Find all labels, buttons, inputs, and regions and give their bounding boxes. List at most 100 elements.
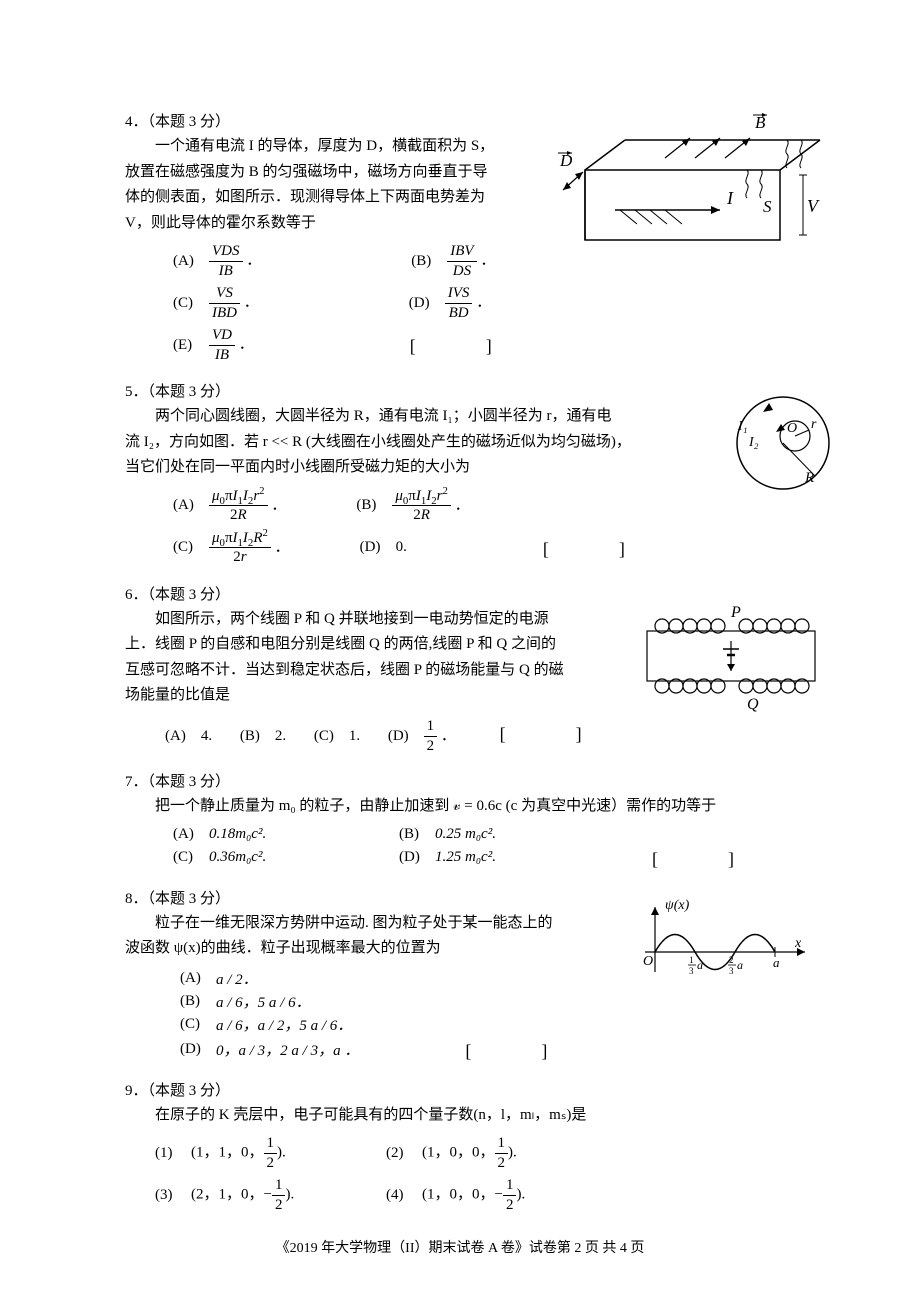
q5-stem: 两个同心圆线圈，大圆半径为 R，通有电流 I₁；小圆半径为 r，通有电 流 I₂… [125, 404, 645, 481]
q4-line3: 体的侧表面，如图所示．现测得导体上下两面电势差为 [125, 185, 515, 211]
q8-fig-psi: ψ(x) [665, 898, 690, 913]
q8-a-label: (A) [180, 970, 216, 987]
q8-fig-a: a [773, 955, 780, 970]
q8-stem: 粒子在一维无限深方势阱中运动. 图为粒子处于某一能态上的 波函数 ψ(x)的曲线… [125, 911, 585, 962]
q7-d: 1.25 m₀c². [435, 849, 496, 866]
question-8: 8．（本题 3 分） 粒子在一维无限深方势阱中运动. 图为粒子处于某一能态上的 … [125, 887, 795, 1063]
q5-fig-r: r [811, 417, 817, 432]
q6-c: (C) 1. [314, 728, 360, 744]
q5-b-label: (B) [356, 497, 392, 514]
q5-fig-R: R [804, 470, 814, 486]
q4-fig-I: I [726, 188, 734, 208]
q8-c: a / 6，a / 2，5 a / 6． [216, 1014, 352, 1035]
q5-line3: 当它们处在同一平面内时小线圈所受磁力矩的大小为 [125, 455, 645, 481]
q8-fig-O: O [643, 954, 653, 969]
q4-figure: B D I S V [545, 110, 825, 275]
q5-options: (A) μ0πI1I2r22R ． (B) μ0πI1I2r22R ． (C) … [125, 487, 795, 567]
q7-options: (A) 0.18m₀c². (B) 0.25 m₀c². (C) 0.36m₀c… [125, 826, 795, 871]
q4-opt-b-label: (B) [411, 253, 447, 270]
q8-d-label: (D) [180, 1041, 216, 1058]
q8-fig-x: x [794, 936, 802, 951]
q7-b-label: (B) [399, 826, 435, 843]
q5-a-label: (A) [173, 497, 209, 514]
q5-header: 5．（本题 3 分） [125, 380, 795, 404]
q6-answer-bracket[interactable]: [ ] [494, 715, 608, 755]
q4-c-num: VS [209, 285, 240, 304]
q4-svg: B D I S V [545, 110, 825, 270]
q5-d-text: 0. [396, 539, 407, 556]
question-6: 6．（本题 3 分） 如图所示，两个线圈 P 和 Q 并联地接到一电动势恒定的电… [125, 583, 795, 755]
q7-line1: 把一个静止质量为 m₀ 的粒子，由静止加速到 𝓋 = 0.6c (c 为真空中光… [125, 794, 795, 820]
q6-fig-Q: Q [747, 696, 759, 713]
q5-fig-I2: I₂ [748, 435, 759, 450]
q4-fig-D: D [559, 151, 573, 170]
q4-c-den: IBD [209, 304, 240, 322]
q6-options: (A) 4. (B) 2. (C) 1. (D) 12 ． [ ] [125, 715, 795, 755]
q4-opt-d-label: (D) [409, 295, 445, 312]
q8-c-label: (C) [180, 1016, 216, 1033]
q4-opt-e-label: (E) [173, 337, 209, 354]
q6-svg: P Q [637, 599, 827, 714]
q4-b-den: DS [447, 262, 476, 280]
q5-line1: 两个同心圆线圈，大圆半径为 R，通有电流 I₁；小圆半径为 r，通有电 [125, 404, 645, 430]
q7-c: 0.36m₀c². [209, 849, 379, 866]
q6-stem: 如图所示，两个线圈 P 和 Q 并联地接到一电动势恒定的电源 上．线圈 P 的自… [125, 607, 585, 709]
q6-line4: 场能量的比值是 [125, 683, 585, 709]
svg-text:3: 3 [729, 966, 734, 976]
q4-opt-c-label: (C) [173, 295, 209, 312]
q7-answer-bracket[interactable]: [ ] [646, 845, 760, 871]
q9-line1: 在原子的 K 壳层中，电子可能具有的四个量子数(n，l，mₗ，mₛ)是 [125, 1103, 795, 1129]
q5-figure: O r R I₁ I₂ [723, 388, 843, 503]
q5-line2: 流 I₂，方向如图．若 r << R (大线圈在小线圈处产生的磁场近似为均匀磁场… [125, 430, 645, 456]
q9-2-label: (2) [386, 1145, 422, 1162]
q6-figure: P Q [637, 599, 827, 719]
q7-a: 0.18m₀c². [209, 826, 379, 843]
q7-d-label: (D) [399, 849, 435, 866]
q6-line3: 互感可忽略不计．当达到稳定状态后，线圈 P 的磁场能量与 Q 的磁 [125, 658, 585, 684]
q4-d-den: BD [445, 304, 473, 322]
q6-d: (D) 12 ． [388, 728, 456, 744]
q9-header: 9．（本题 3 分） [125, 1079, 795, 1103]
q4-e-num: VD [209, 327, 235, 346]
q9-3-label: (3) [155, 1187, 191, 1204]
q6-line2: 上．线圈 P 的自感和电阻分别是线圈 Q 的两倍,线圈 P 和 Q 之间的 [125, 632, 585, 658]
q6-fig-P: P [730, 604, 741, 621]
q5-svg: O r R I₁ I₂ [723, 388, 843, 498]
q8-answer-bracket[interactable]: [ ] [459, 1037, 573, 1063]
q4-answer-bracket[interactable]: [ ] [404, 332, 518, 358]
q8-line2: 波函数 ψ(x)的曲线．粒子出现概率最大的位置为 [125, 936, 585, 962]
question-5: 5．（本题 3 分） 两个同心圆线圈，大圆半径为 R，通有电流 I₁；小圆半径为… [125, 380, 795, 567]
svg-text:a: a [737, 958, 743, 972]
q5-d-label: (D) [360, 539, 396, 556]
q4-opt-a-label: (A) [173, 253, 209, 270]
q8-b: a / 6，5 a / 6． [216, 991, 311, 1012]
svg-text:a: a [697, 958, 703, 972]
svg-text:1: 1 [689, 955, 694, 965]
q7-a-label: (A) [173, 826, 209, 843]
q7-stem: 把一个静止质量为 m₀ 的粒子，由静止加速到 𝓋 = 0.6c (c 为真空中光… [125, 794, 795, 820]
q8-b-label: (B) [180, 993, 216, 1010]
q6-a: (A) 4. [165, 728, 212, 744]
q4-a-den: IB [209, 262, 243, 280]
q9-1-label: (1) [155, 1145, 191, 1162]
question-9: 9．（本题 3 分） 在原子的 K 壳层中，电子可能具有的四个量子数(n，l，m… [125, 1079, 795, 1215]
svg-text:3: 3 [689, 966, 694, 976]
q5-fig-O: O [787, 421, 797, 436]
page-footer: 《2019 年大学物理（II）期末试卷 A 卷》试卷第 2 页 共 4 页 [0, 1237, 920, 1257]
q9-stem: 在原子的 K 壳层中，电子可能具有的四个量子数(n，l，mₗ，mₛ)是 [125, 1103, 795, 1129]
q4-b-num: IBV [447, 243, 476, 262]
q8-a: a / 2． [216, 968, 258, 989]
q9-options: (1) (1，1，0，12). (2) (1，0，0，12). (3) (2，1… [125, 1134, 795, 1214]
q4-fig-S: S [763, 197, 772, 216]
q4-e-den: IB [209, 346, 235, 364]
q8-line1: 粒子在一维无限深方势阱中运动. 图为粒子处于某一能态上的 [125, 911, 585, 937]
q6-line1: 如图所示，两个线圈 P 和 Q 并联地接到一电动势恒定的电源 [125, 607, 585, 633]
q5-answer-bracket[interactable]: [ ] [537, 535, 651, 561]
q6-b: (B) 2. [240, 728, 286, 744]
q4-a-num: VDS [209, 243, 243, 262]
q4-line1: 一个通有电流 I 的导体，厚度为 D，横截面积为 S， [125, 134, 515, 160]
q5-c-label: (C) [173, 539, 209, 556]
q4-d-num: IVS [445, 285, 473, 304]
q4-stem: 一个通有电流 I 的导体，厚度为 D，横截面积为 S， 放置在磁感强度为 B 的… [125, 134, 515, 236]
q7-c-label: (C) [173, 849, 209, 866]
